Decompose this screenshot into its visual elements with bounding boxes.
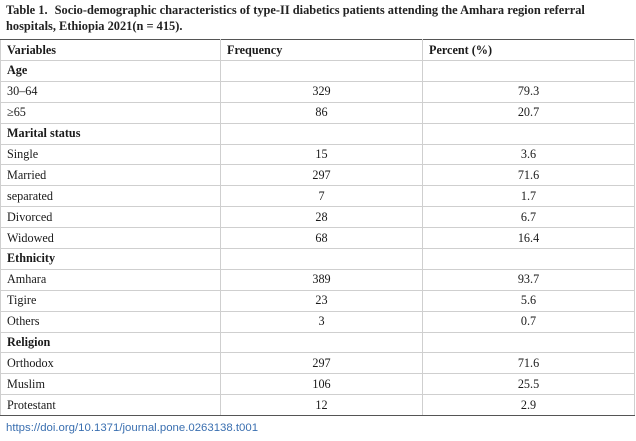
empty-cell <box>422 248 635 270</box>
table-row: Amhara 389 93.7 <box>0 268 635 291</box>
variable-cell: Muslim <box>0 373 221 396</box>
variable-cell: Divorced <box>0 206 221 229</box>
frequency-cell: 68 <box>220 227 423 250</box>
frequency-cell: 3 <box>220 310 423 333</box>
data-table: Variables Frequency Percent (%) Age 30–64… <box>0 39 635 417</box>
table-row: separated 7 1.7 <box>0 185 635 208</box>
frequency-cell: 329 <box>220 80 423 103</box>
table-row: Others 3 0.7 <box>0 310 635 333</box>
table-row: Orthodox 297 71.6 <box>0 352 635 375</box>
variable-cell: Single <box>0 143 221 166</box>
table-caption: Table 1. Socio-demographic characteristi… <box>6 2 630 34</box>
variable-cell: Widowed <box>0 227 221 250</box>
percent-cell: 2.9 <box>422 394 635 417</box>
section-label: Ethnicity <box>0 248 221 270</box>
frequency-cell: 297 <box>220 352 423 375</box>
empty-cell <box>220 60 423 82</box>
frequency-cell: 28 <box>220 206 423 229</box>
table-row: Muslim 106 25.5 <box>0 373 635 396</box>
doi-link[interactable]: https://doi.org/10.1371/journal.pone.026… <box>6 422 259 434</box>
section-row: Religion <box>0 331 635 354</box>
table-row: Widowed 68 16.4 <box>0 227 635 250</box>
frequency-cell: 23 <box>220 289 423 312</box>
empty-cell <box>220 122 423 145</box>
table-row: Married 297 71.6 <box>0 164 635 187</box>
header-row: Variables Frequency Percent (%) <box>0 39 635 61</box>
variable-cell: Protestant <box>0 394 221 417</box>
empty-cell <box>220 331 423 354</box>
frequency-cell: 7 <box>220 185 423 208</box>
percent-cell: 20.7 <box>422 101 635 124</box>
table-row: Divorced 28 6.7 <box>0 206 635 229</box>
empty-cell <box>422 331 635 354</box>
frequency-cell: 106 <box>220 373 423 396</box>
section-label: Age <box>0 60 221 82</box>
variable-cell: Amhara <box>0 268 221 291</box>
column-header-variables: Variables <box>0 39 221 61</box>
section-row: Ethnicity <box>0 248 635 270</box>
column-header-percent: Percent (%) <box>422 39 635 61</box>
table-row: ≥65 86 20.7 <box>0 101 635 124</box>
frequency-cell: 15 <box>220 143 423 166</box>
percent-cell: 71.6 <box>422 164 635 187</box>
percent-cell: 6.7 <box>422 206 635 229</box>
percent-cell: 5.6 <box>422 289 635 312</box>
variable-cell: Married <box>0 164 221 187</box>
percent-cell: 93.7 <box>422 268 635 291</box>
table-label: Table 1. <box>6 3 48 17</box>
section-label: Religion <box>0 331 221 354</box>
table-title: Socio-demographic characteristics of typ… <box>6 3 585 33</box>
table-row: Protestant 12 2.9 <box>0 394 635 417</box>
percent-cell: 0.7 <box>422 310 635 333</box>
variable-cell: Tigire <box>0 289 221 312</box>
frequency-cell: 86 <box>220 101 423 124</box>
section-row: Marital status <box>0 122 635 145</box>
percent-cell: 25.5 <box>422 373 635 396</box>
percent-cell: 79.3 <box>422 80 635 103</box>
table-row: Tigire 23 5.6 <box>0 289 635 312</box>
table-row: 30–64 329 79.3 <box>0 80 635 103</box>
percent-cell: 16.4 <box>422 227 635 250</box>
percent-cell: 71.6 <box>422 352 635 375</box>
variable-cell: separated <box>0 185 221 208</box>
empty-cell <box>422 60 635 82</box>
variable-cell: ≥65 <box>0 101 221 124</box>
table-row: Single 15 3.6 <box>0 143 635 166</box>
percent-cell: 3.6 <box>422 143 635 166</box>
section-row: Age <box>0 60 635 82</box>
table-body: Age 30–64 329 79.3 ≥65 86 20.7 Marital status Si… <box>0 60 635 417</box>
empty-cell <box>422 122 635 145</box>
frequency-cell: 389 <box>220 268 423 291</box>
empty-cell <box>220 248 423 270</box>
frequency-cell: 12 <box>220 394 423 417</box>
section-label: Marital status <box>0 122 221 145</box>
percent-cell: 1.7 <box>422 185 635 208</box>
column-header-frequency: Frequency <box>220 39 423 61</box>
variable-cell: Orthodox <box>0 352 221 375</box>
variable-cell: 30–64 <box>0 80 221 103</box>
frequency-cell: 297 <box>220 164 423 187</box>
variable-cell: Others <box>0 310 221 333</box>
